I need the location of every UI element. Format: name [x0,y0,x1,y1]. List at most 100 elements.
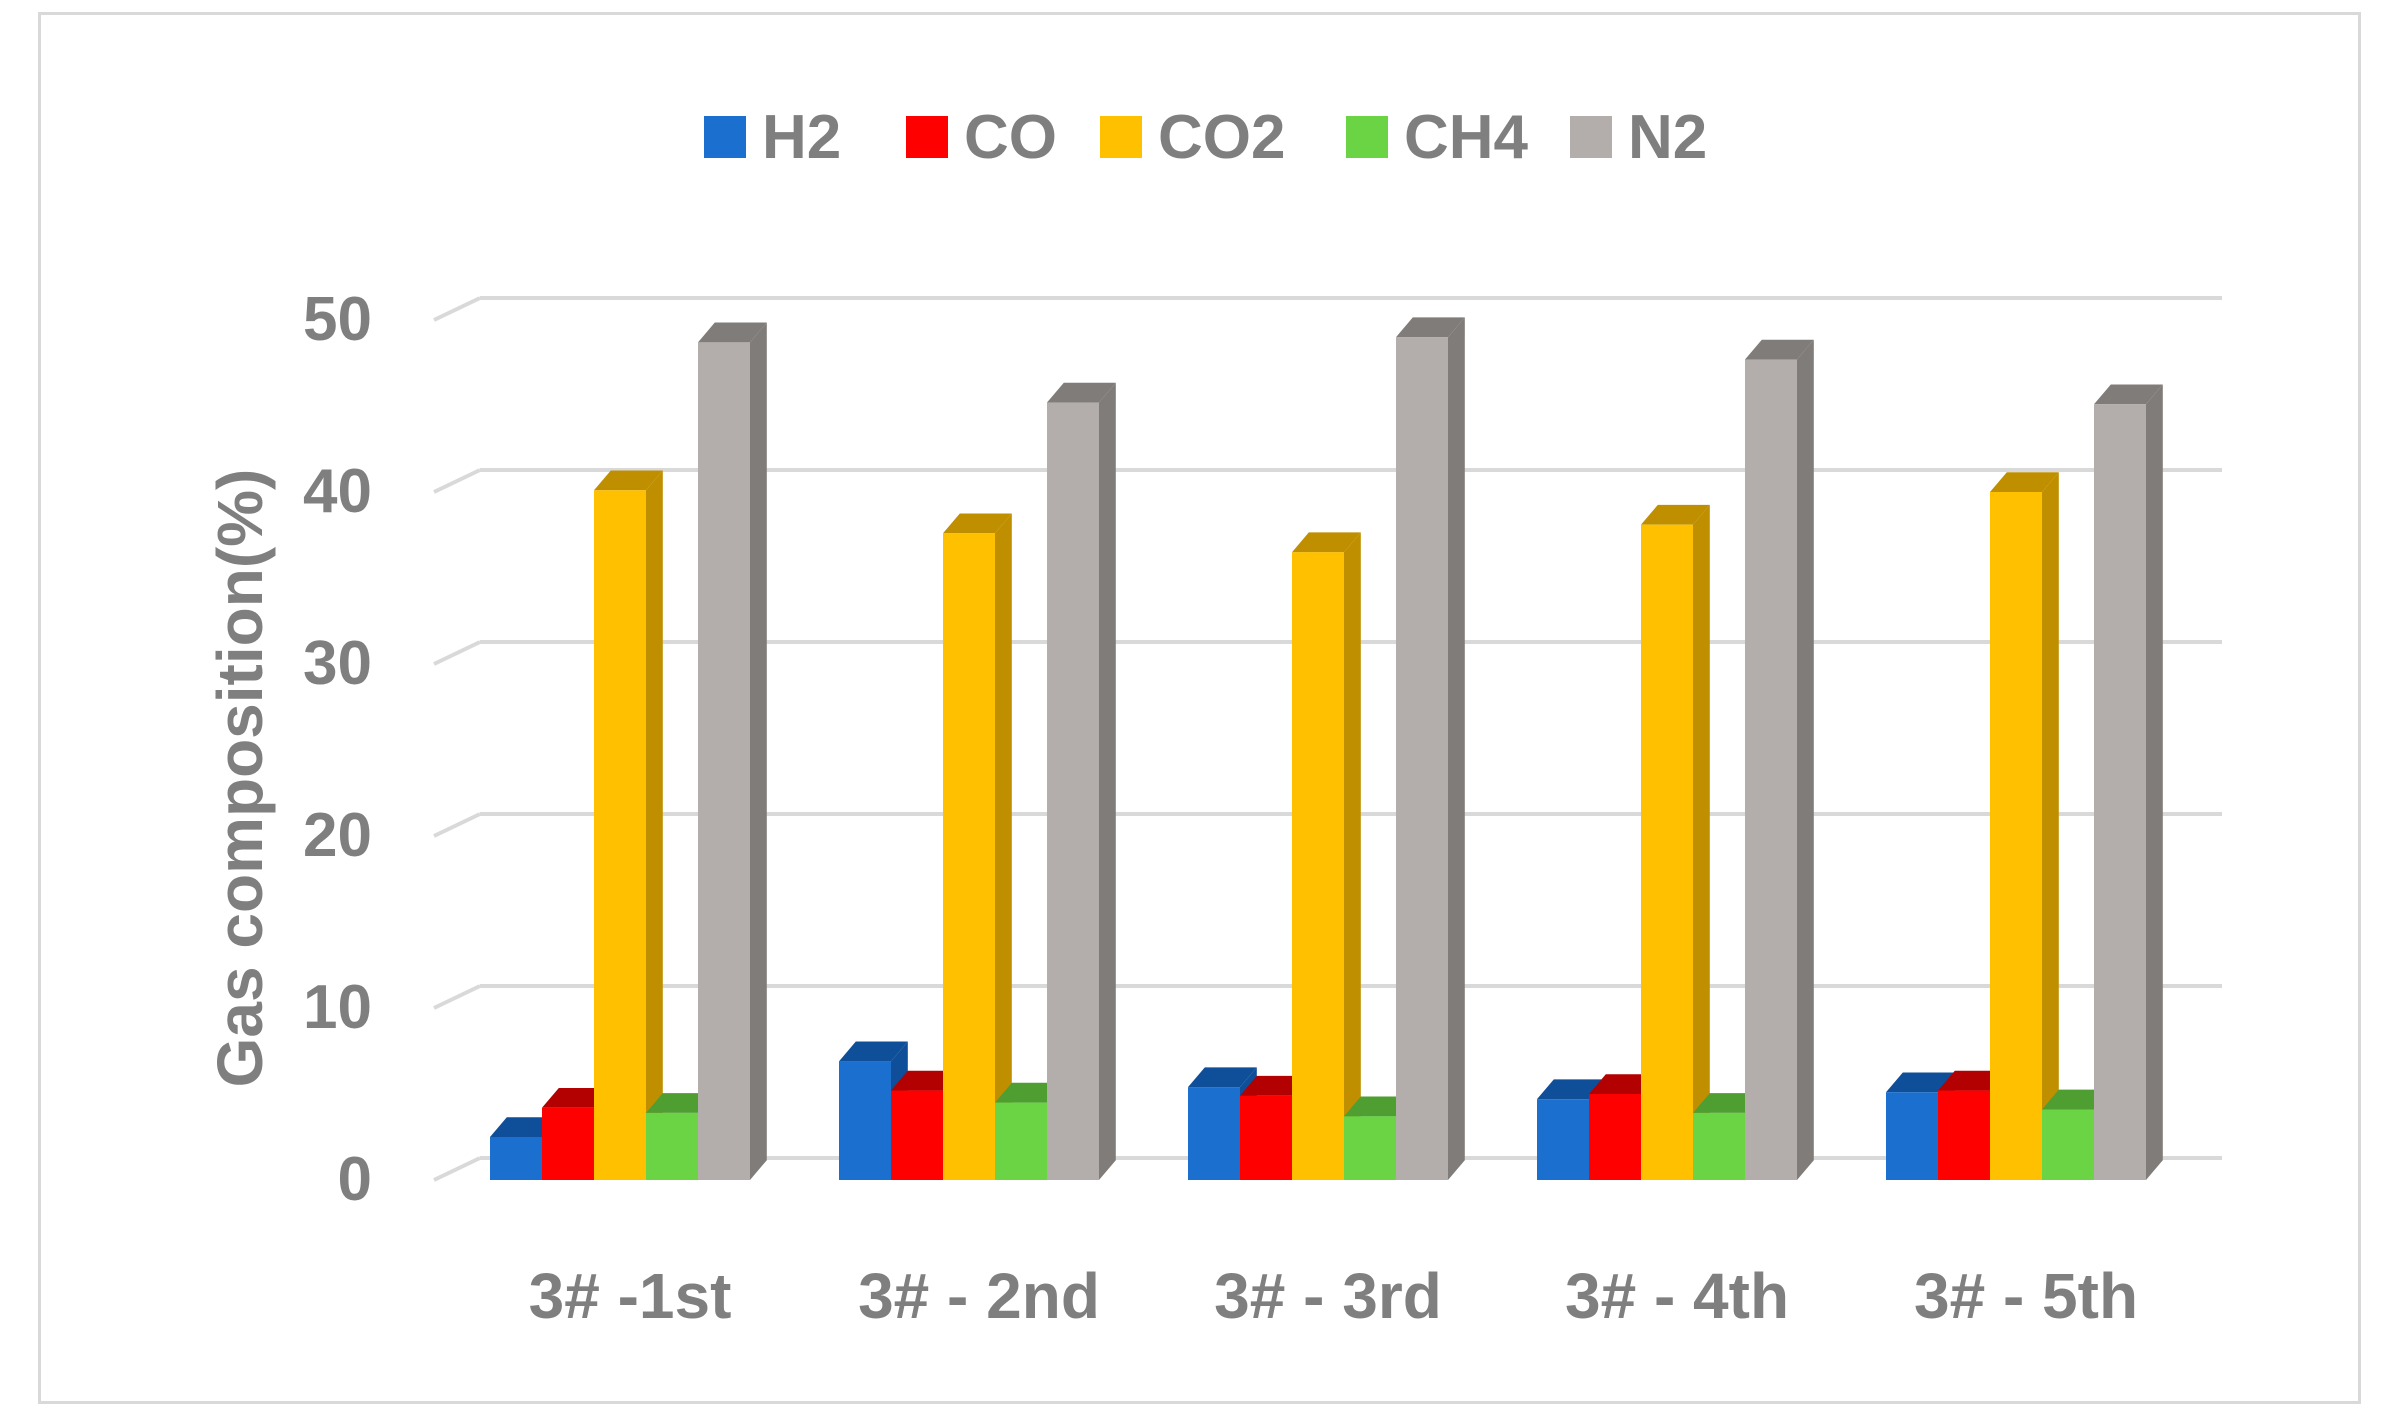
bar-top [2042,1089,2111,1110]
y-tick-labels: 0 10 20 30 40 50 [303,285,372,1214]
bar-top [1641,504,1710,525]
bar-top [943,513,1012,534]
bars [490,317,2163,1181]
bar-side [1797,339,1814,1180]
bar-co2-5 [1990,472,2059,1180]
bar-top [2094,384,2163,405]
bar-front [2042,1109,2094,1180]
bar-top [698,322,767,343]
legend: H2 CO CO2 CH4 N2 [704,103,1707,172]
bar-front [1745,359,1797,1180]
bar-top [594,470,663,491]
gridline-depth [433,640,481,666]
bar-top [1344,1096,1413,1117]
bar-front [1990,492,2042,1180]
gridline-depth [433,984,481,1010]
bar-top [490,1117,559,1137]
bar-top [1240,1075,1309,1096]
bar-top [1396,317,1465,338]
y-tick-label: 40 [303,457,372,526]
legend-label: CO [964,103,1057,172]
gridline-depth [433,1156,481,1182]
bar-front [1344,1116,1396,1180]
bar-top [1589,1074,1658,1094]
bar-side [1099,382,1116,1180]
bar-top [1693,1093,1762,1113]
legend-swatch [1100,116,1142,158]
bar-front [698,342,750,1180]
x-category-label: 3# - 2nd [858,1260,1100,1332]
bar-front [490,1137,542,1180]
bar-side [1693,504,1710,1180]
y-tick-label: 30 [303,629,372,698]
bar-side [2146,384,2163,1181]
legend-item-co: CO [906,103,1057,172]
bar-top [646,1093,715,1113]
gridline-depth [433,296,481,322]
bar-top [891,1070,960,1091]
y-tick-label: 50 [303,285,372,354]
bar-top [1537,1079,1606,1100]
y-tick-label: 10 [303,973,372,1042]
bar-top [995,1082,1064,1103]
legend-item-ch4: CH4 [1346,103,1529,172]
bar-top [542,1087,611,1108]
legend-label: N2 [1628,103,1707,172]
bar-top [1188,1067,1257,1088]
x-category-label: 3# - 5th [1914,1260,2138,1332]
bar-front [1938,1090,1990,1180]
bar-front [1641,524,1693,1180]
bar-side [750,322,767,1180]
legend-item-h2: H2 [704,103,841,172]
bar-top [1886,1072,1955,1093]
bar-top [1745,339,1814,360]
bar-front [1693,1112,1745,1180]
bar-front [1188,1087,1240,1180]
legend-label: H2 [762,103,841,172]
legend-item-co2: CO2 [1100,103,1285,172]
bar-side [1448,317,1465,1180]
x-category-label: 3# - 3rd [1214,1260,1442,1332]
bar-front [1047,402,1099,1180]
bar-front [1537,1099,1589,1180]
bar-n2-2 [1047,382,1116,1180]
bar-side [646,470,663,1181]
bar-front [542,1107,594,1180]
legend-item-n2: N2 [1570,103,1707,172]
bar-front [1589,1094,1641,1180]
bar-front [1886,1092,1938,1180]
bar-front [839,1061,891,1180]
bar-front [943,533,995,1180]
bar-side [995,513,1012,1180]
bar-side [1344,532,1361,1180]
bar-front [1292,552,1344,1180]
bar-front [891,1090,943,1180]
bar-top [1292,532,1361,553]
bar-front [1396,337,1448,1180]
legend-label: CO2 [1158,103,1285,172]
bar-n2-3 [1396,317,1465,1180]
bar-top [839,1041,908,1062]
bar-co2-4 [1641,504,1710,1180]
bar-front [2094,404,2146,1180]
legend-swatch [1346,116,1388,158]
bar-front [646,1112,698,1180]
bar-n2-4 [1745,339,1814,1180]
gridline-depth [433,812,481,838]
legend-swatch [906,116,948,158]
bar-front [1240,1095,1292,1180]
legend-label: CH4 [1404,103,1529,172]
bar-n2-1 [698,322,767,1180]
x-category-label: 3# -1st [529,1260,732,1332]
bar-front [995,1102,1047,1180]
bar-top [1990,472,2059,492]
legend-swatch [1570,116,1612,158]
y-tick-label: 20 [303,801,372,870]
gridline-depth [433,468,481,494]
bar-co2-2 [943,513,1012,1180]
bar-co2-1 [594,470,663,1181]
bar-top [1047,382,1116,403]
x-category-label: 3# - 4th [1565,1260,1789,1332]
bar-top [1938,1070,2007,1091]
bar-side [2042,472,2059,1180]
